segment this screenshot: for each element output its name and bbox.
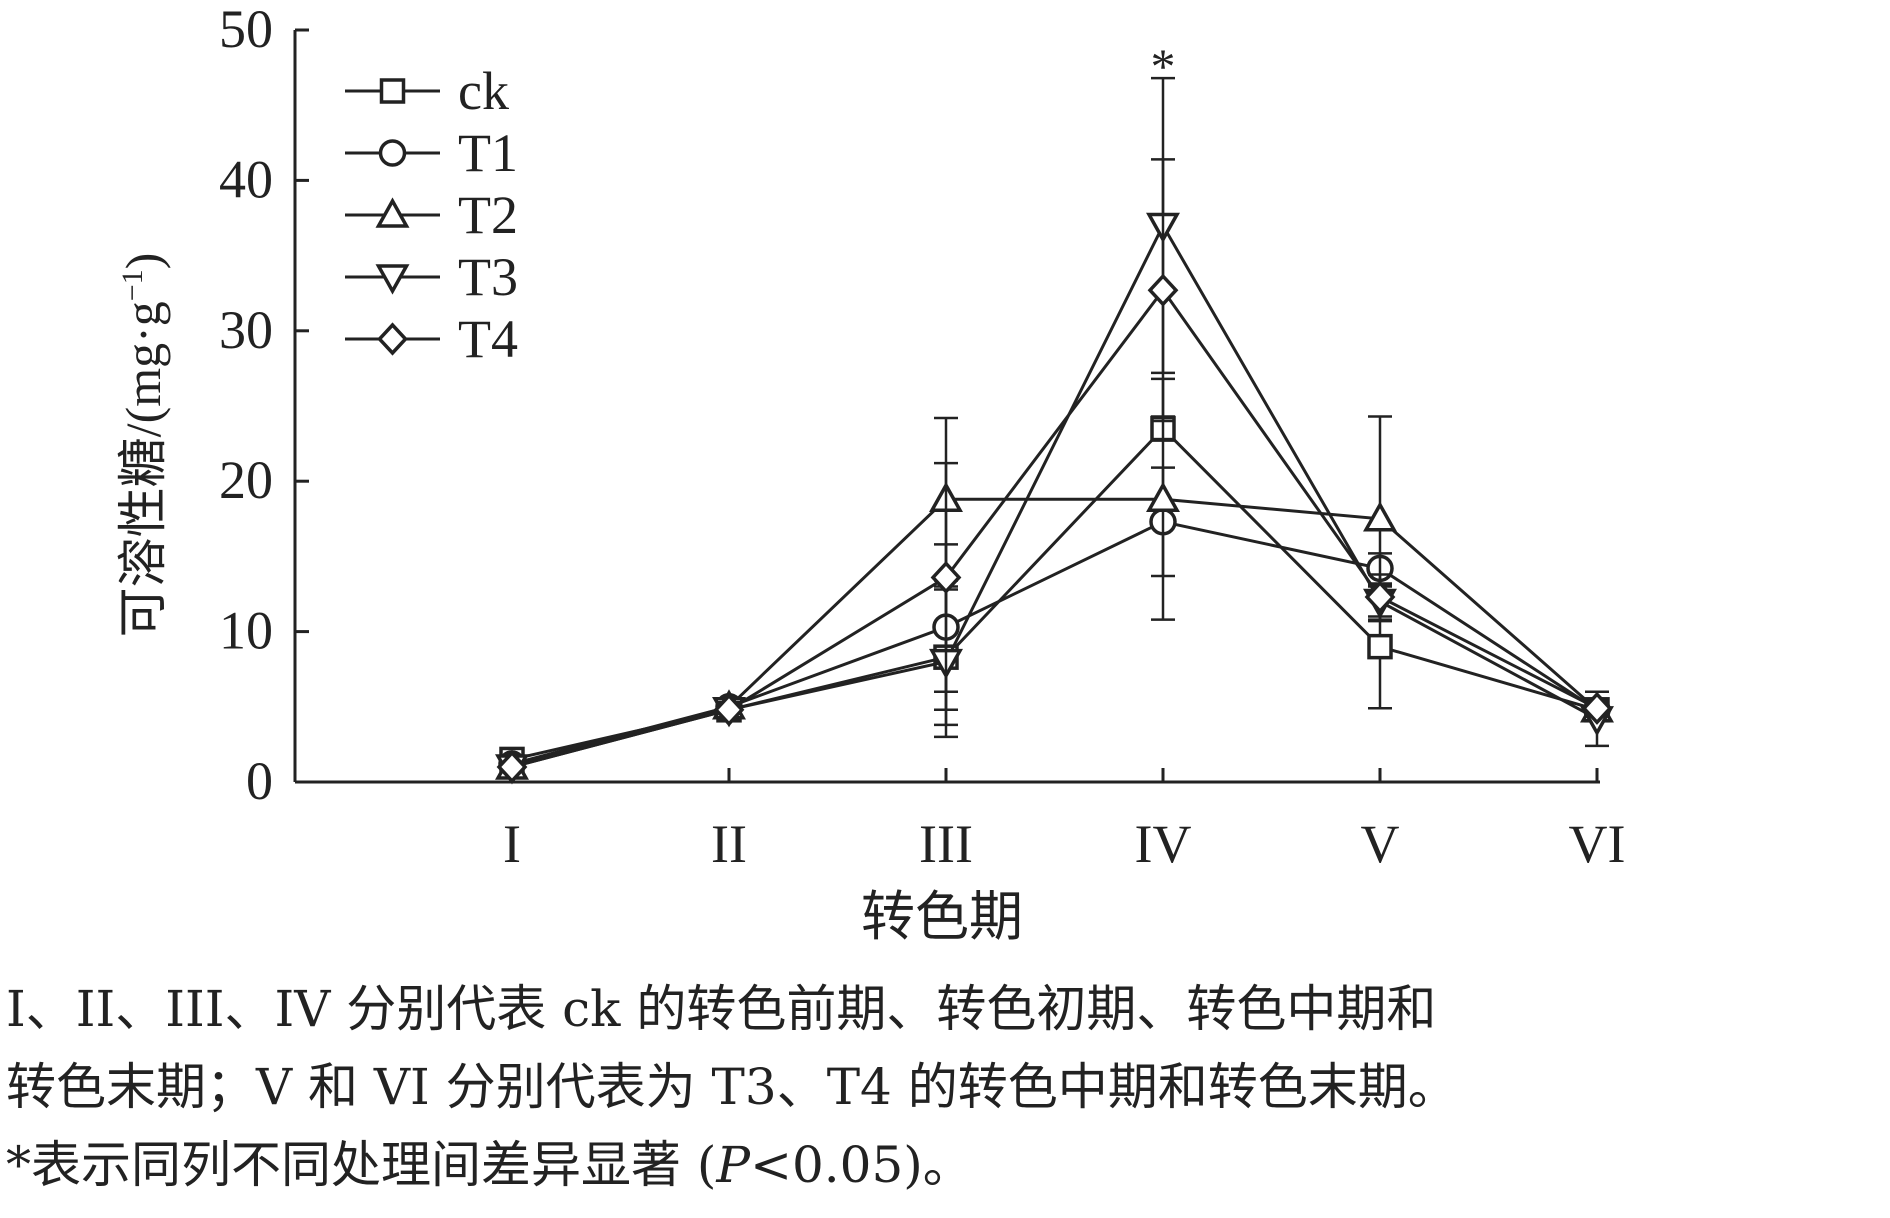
y-tick-label: 30 xyxy=(219,300,273,360)
caption-line-1: I、II、III、IV 分别代表 ck 的转色前期、转色初期、转色中期和 xyxy=(6,980,1437,1038)
series-line-ck xyxy=(511,426,1598,761)
caption-line-3-pre: *表示同列不同处理间差异显著 ( xyxy=(6,1136,717,1194)
legend-label-T2: T2 xyxy=(458,185,518,245)
figure-caption: I、II、III、IV 分别代表 ck 的转色前期、转色初期、转色中期和 转色末… xyxy=(6,970,1886,1204)
legend-label-ck: ck xyxy=(458,61,509,121)
series-T4 xyxy=(496,158,1613,784)
data-point-T2 xyxy=(1146,481,1180,512)
data-point-T4 xyxy=(496,750,528,784)
y-tick-label: 10 xyxy=(219,601,273,661)
series-T3 xyxy=(495,76,1614,785)
x-tick-label: VI xyxy=(1569,814,1626,874)
x-tick-label: I xyxy=(503,814,521,874)
data-point-T4 xyxy=(930,560,962,595)
y-axis-label-main: 可溶性糖/(mg·g xyxy=(115,301,171,637)
significance-marker: * xyxy=(1151,38,1176,94)
data-point-ck xyxy=(1367,633,1393,660)
series-line-T3 xyxy=(511,222,1598,769)
legend-marker-T4 xyxy=(377,322,408,356)
x-tick-label: II xyxy=(711,814,747,874)
series-line-T4 xyxy=(511,287,1598,769)
legend-marker-ck xyxy=(379,78,406,104)
caption-line-3: *表示同列不同处理间差异显著 (P<0.05)。 xyxy=(6,1126,1886,1204)
data-point-T4 xyxy=(1147,273,1179,307)
series-T1 xyxy=(498,466,1611,778)
series-layer xyxy=(495,76,1614,785)
svg-text:可溶性糖/(mg·g−1): 可溶性糖/(mg·g−1) xyxy=(115,253,171,638)
legend-marker-T2 xyxy=(375,197,410,228)
y-tick-label: 20 xyxy=(219,450,273,510)
series-line-T2 xyxy=(511,497,1598,769)
x-axis-label: 转色期 xyxy=(861,887,1023,947)
series-ck xyxy=(499,415,1610,773)
data-point-T4 xyxy=(713,693,745,727)
y-tick-label: 50 xyxy=(219,0,273,59)
data-point-T4 xyxy=(1364,580,1396,614)
legend-label-T4: T4 xyxy=(458,309,518,369)
y-tick-label: 0 xyxy=(246,751,273,811)
y-axis-label-tail: ) xyxy=(115,253,171,270)
x-tick-label: V xyxy=(1361,814,1400,874)
data-point-T4 xyxy=(1581,691,1613,725)
legend-marker-T3 xyxy=(375,264,410,295)
x-tick-label: IV xyxy=(1135,814,1192,874)
y-tick-label: 40 xyxy=(219,149,273,209)
legend-marker-T1 xyxy=(378,139,407,167)
y-axis-label-sup: −1 xyxy=(116,269,149,301)
caption-p-symbol: P xyxy=(716,1136,751,1194)
legend-label-T3: T3 xyxy=(458,247,518,307)
legend-label-T1: T1 xyxy=(458,123,518,183)
data-point-T2 xyxy=(1363,501,1397,532)
x-tick-label: III xyxy=(919,814,973,874)
annotations: * xyxy=(1151,38,1176,94)
series-line-T1 xyxy=(511,520,1598,766)
series-T2 xyxy=(495,377,1614,780)
y-axis-label: 可溶性糖/(mg·g−1) xyxy=(115,253,171,638)
caption-line-3-post: <0.05)。 xyxy=(750,1136,973,1194)
caption-line-2: 转色末期；V 和 VI 分别代表为 T3、T4 的转色中期和转色末期。 xyxy=(6,1058,1458,1116)
